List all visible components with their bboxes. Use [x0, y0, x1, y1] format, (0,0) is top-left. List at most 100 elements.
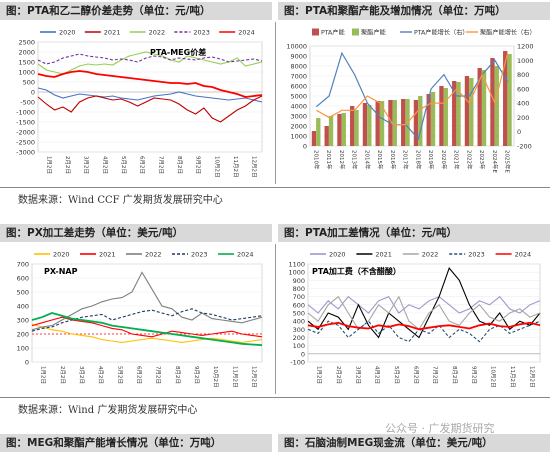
x-tick-label: 2016年	[389, 150, 397, 170]
x-tick-label: 8月2日	[451, 366, 458, 384]
x-tick-label: 2014年	[363, 150, 371, 170]
y-tick-label: 200	[17, 331, 29, 339]
series-line-2024	[307, 321, 541, 331]
legend-label: 2022	[422, 251, 439, 259]
legend-label: 2023	[191, 251, 208, 259]
legend-label: 2022	[145, 251, 162, 259]
bar-polyester	[379, 101, 385, 146]
x-tick-label: 3月2日	[354, 366, 361, 384]
x-tick-label: 6月2日	[135, 366, 142, 384]
y-tick-label: -3000	[16, 149, 35, 157]
divider-rule	[0, 187, 550, 188]
bar-pta	[362, 103, 368, 146]
x-tick-label: 2月2日	[335, 366, 342, 384]
bar-pta	[324, 126, 329, 146]
y-tick-label: 2000	[290, 123, 307, 131]
divider-top	[275, 22, 276, 184]
chart-annotation: PX-NAP	[44, 267, 78, 276]
legend-label: 2021	[104, 29, 121, 37]
y-tick-label: 9000	[290, 53, 307, 61]
bar-pta	[375, 101, 380, 146]
series-line-2023	[37, 53, 263, 65]
x-tick-label: 7月2日	[432, 366, 439, 384]
y-tick-label: 4000	[290, 103, 307, 111]
caption-meg-polyester-capacity: 图：MEG和聚酯产能增长情况（单位：万吨）	[0, 434, 272, 452]
y2-tick-label: 600	[517, 85, 529, 93]
x-tick-label: 9月2日	[195, 156, 202, 174]
bar-polyester	[469, 78, 474, 146]
x-tick-label: 10月2日	[490, 366, 497, 388]
y-tick-label: -100	[290, 359, 305, 367]
legend-label: 2023	[468, 251, 485, 259]
x-tick-label: 4月2日	[101, 156, 108, 174]
chart-pta-meg-spread: 2500 2000 1500 1000 500 0 -500 -1000 -1500 -2000 -…	[16, 29, 263, 178]
legend-label: 2024	[238, 29, 255, 37]
y-tick-label: 200	[293, 334, 305, 342]
legend-label: 2020	[329, 251, 346, 259]
x-tick-label: 8月2日	[174, 366, 181, 384]
x-tick-label: 2月2日	[64, 156, 71, 174]
bar-polyester	[316, 118, 321, 146]
x-tick-label: 2023年	[478, 150, 486, 170]
y-tick-label: 400	[293, 318, 305, 326]
x-tick-label: 2017年	[402, 150, 410, 170]
series-line-2023	[31, 308, 263, 332]
legend-swatch	[312, 28, 319, 36]
y2-tick-label: 1200	[517, 43, 534, 51]
bar-pta	[490, 58, 495, 146]
x-tick-label: 11月2日	[509, 366, 516, 388]
plot-area	[31, 263, 263, 363]
legend-label: 2022	[149, 29, 166, 37]
series-line-2020	[307, 295, 541, 314]
y-tick-label: 800	[293, 285, 305, 293]
x-tick-label: 2012年	[338, 150, 346, 170]
caption-naphtha-meg-cashflow: 图：石脑油制MEG现金流（单位：美元/吨）	[278, 434, 550, 452]
x-tick-label: 2018年	[414, 150, 422, 170]
caption-pta-meg-spread: 图：PTA和乙二醇价差走势（单位：元/吨）	[0, 2, 272, 20]
bar-pta	[477, 68, 482, 146]
x-tick-label: 2010年	[312, 150, 320, 170]
y-tick-label: 0	[301, 350, 305, 358]
x-tick-label: 4月2日	[374, 366, 381, 384]
y-tick-label: 500	[23, 79, 35, 87]
divider-middle	[275, 244, 276, 394]
legend-label: 聚酯产能	[361, 29, 386, 37]
y-tick-label: 1000	[18, 69, 35, 77]
y-tick-label: -1000	[16, 109, 35, 117]
legend-label: 2020	[53, 251, 70, 259]
growth-line-polyester	[316, 52, 509, 126]
y2-tick-label: 400	[517, 100, 529, 108]
legend-label: 2020	[59, 29, 76, 37]
bar-pta	[311, 131, 317, 146]
x-tick-label: 2025年E	[504, 150, 512, 173]
y-tick-label: 6000	[290, 83, 307, 91]
y-tick-label: -1500	[16, 119, 35, 127]
legend-label: 2021	[375, 251, 392, 259]
x-tick-label: 2021年	[453, 150, 461, 170]
x-tick-label: 7月2日	[157, 156, 164, 174]
legend-label: 聚酯产能增长（右）	[480, 29, 536, 37]
x-tick-label: 2020年	[440, 150, 448, 170]
y-tick-label: 600	[17, 275, 29, 283]
y-tick-label: 7000	[290, 73, 307, 81]
x-tick-label: 5月2日	[116, 366, 123, 384]
bar-polyester	[494, 66, 499, 146]
x-tick-label: 6月2日	[139, 156, 146, 174]
bar-polyester	[456, 82, 461, 146]
bar-polyester	[367, 105, 372, 146]
source-note-1: 数据来源：Wind CCF 广发期货发展研究中心	[18, 195, 223, 206]
bar-polyester	[430, 92, 436, 146]
legend-label: 2024	[515, 251, 532, 259]
y-tick-label: 10000	[286, 43, 307, 51]
y-tick-label: 100	[293, 342, 305, 350]
bar-polyester	[392, 100, 397, 146]
y-tick-label: 1000	[290, 133, 307, 141]
series-line-2020	[37, 87, 263, 103]
y-tick-label: 2500	[18, 39, 35, 47]
x-tick-label: 9月2日	[470, 366, 477, 384]
bar-pta	[439, 86, 444, 146]
chart-pta-processing-fee: 110010009008007006005004003002001000-100…	[288, 251, 541, 388]
y-tick-label: 400	[17, 303, 29, 311]
caption-pta-processing-fee: 图：PTA加工差情况（单位：元/吨）	[278, 224, 550, 242]
bar-polyester	[507, 54, 512, 146]
